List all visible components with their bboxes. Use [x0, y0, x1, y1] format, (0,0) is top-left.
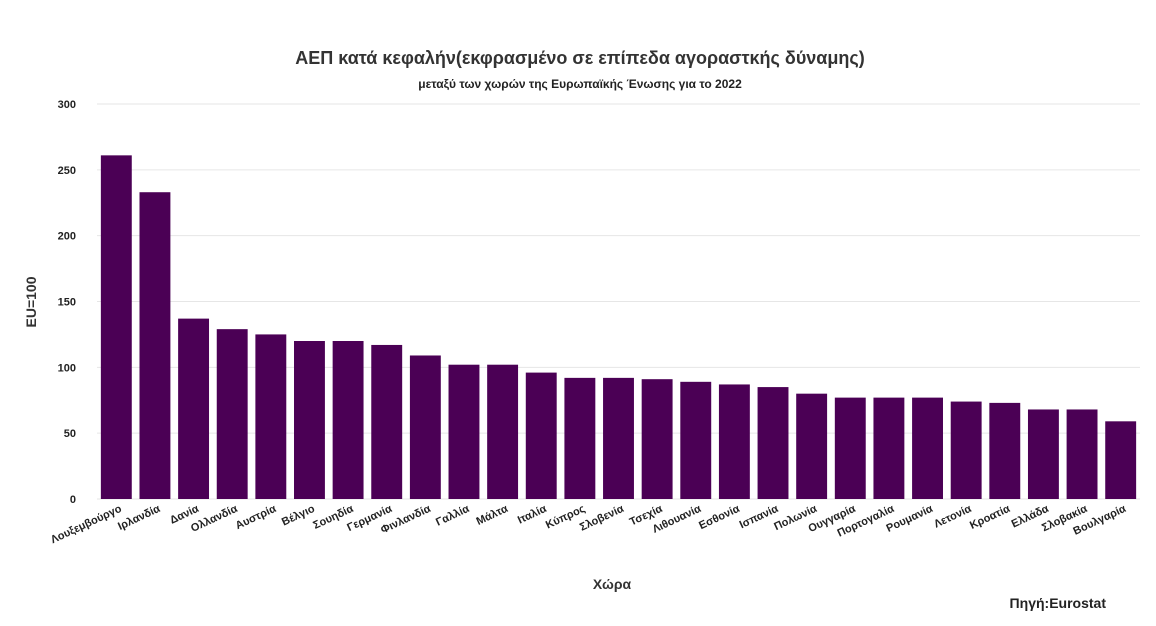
- bars: [100, 155, 1137, 499]
- y-tick-label: 200: [58, 231, 76, 243]
- bar-10: [487, 364, 519, 499]
- bar-20: [873, 397, 905, 499]
- bar-5: [294, 341, 325, 499]
- chart-title: ΑΕΠ κατά κεφαλήν(εκφρασμένο σε επίπεδα α…: [295, 48, 865, 68]
- chart-subtitle: μεταξύ των χωρών της Ευρωπαϊκής Ένωσης γ…: [418, 77, 742, 91]
- bar-6: [332, 341, 364, 499]
- bar-25: [1066, 409, 1098, 499]
- y-tick-label: 50: [64, 428, 76, 440]
- bar-8: [409, 355, 441, 499]
- x-tick-label: Μάλτα: [475, 503, 511, 528]
- bar-16: [718, 384, 750, 499]
- bar-11: [525, 372, 557, 499]
- bar-22: [950, 401, 982, 499]
- y-axis-title: EU=100: [23, 276, 39, 327]
- y-tick-label: 100: [58, 362, 76, 374]
- source-note: Πηγή:Eurostat: [1010, 595, 1107, 611]
- bar-4: [255, 334, 287, 499]
- bar-18: [796, 393, 828, 499]
- bar-23: [989, 402, 1021, 499]
- x-tick-label: Ιταλία: [516, 503, 549, 527]
- x-tick-label: Ιρλανδία: [116, 503, 162, 533]
- x-tick-label: Λουξεμβούργο: [49, 503, 124, 546]
- bar-0: [100, 155, 132, 499]
- bar-7: [371, 344, 403, 499]
- x-tick-label: Εσθονία: [697, 503, 742, 532]
- bar-1: [139, 192, 171, 499]
- y-tick-label: 300: [58, 99, 76, 111]
- bar-13: [603, 377, 634, 499]
- y-tick-label: 150: [58, 297, 76, 309]
- y-tick-label: 0: [70, 494, 76, 506]
- bar-19: [834, 397, 866, 499]
- x-tick-label: Σλοβενία: [578, 503, 626, 534]
- bar-24: [1027, 409, 1059, 499]
- x-tick-label: Λετονία: [932, 503, 973, 531]
- x-tick-label: Γαλλία: [434, 503, 471, 529]
- bar-15: [680, 381, 712, 499]
- bar-14: [641, 379, 673, 499]
- x-tick-label: Κροατία: [968, 503, 1012, 532]
- bar-9: [448, 364, 480, 499]
- bar-17: [757, 387, 789, 499]
- x-tick-label: Αυστρία: [234, 503, 279, 532]
- y-tick-label: 250: [58, 165, 76, 177]
- x-axis-title: Χώρα: [593, 576, 632, 592]
- bar-2: [178, 318, 210, 499]
- y-axis-ticks: 0 50 100 150 200 250 300: [58, 99, 76, 506]
- bar-26: [1105, 421, 1137, 499]
- bar-3: [216, 329, 248, 499]
- bar-21: [912, 397, 943, 499]
- x-tick-label: Βέλγιο: [280, 503, 317, 529]
- bar-12: [564, 377, 596, 499]
